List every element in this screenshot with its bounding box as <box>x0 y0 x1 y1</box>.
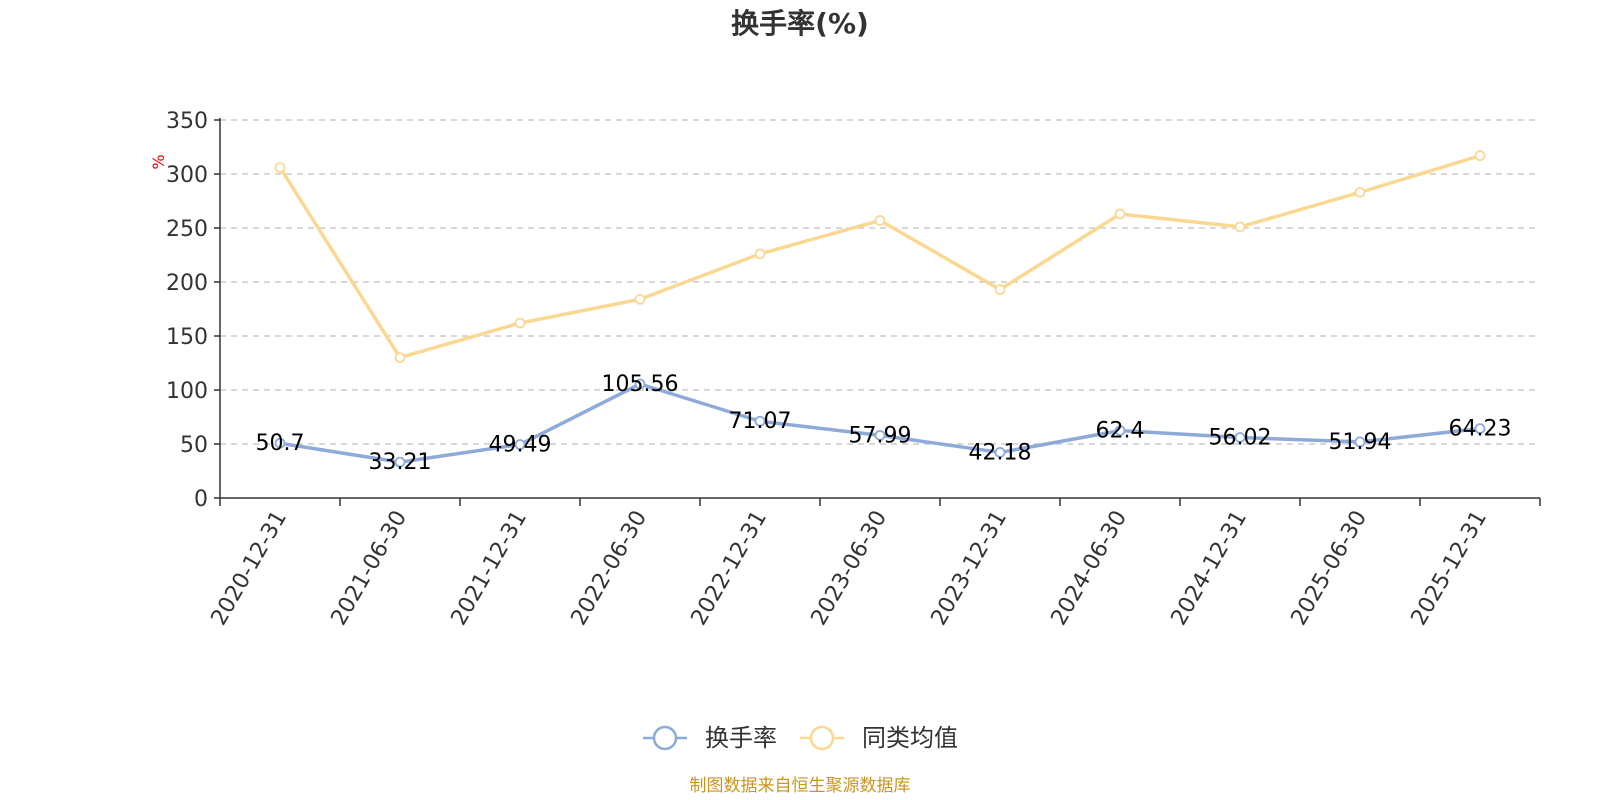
legend-item-1[interactable]: 同类均值 <box>800 724 958 752</box>
data-label: 50.7 <box>256 431 305 456</box>
x-tick-label: 2025-06-30 <box>1287 507 1373 630</box>
legend-circle-icon <box>809 725 835 751</box>
legend[interactable]: 换手率 同类均值 <box>643 724 958 752</box>
series-0-point[interactable] <box>1474 423 1486 435</box>
y-tick-label: 200 <box>166 271 208 296</box>
x-tick-label: 2022-12-31 <box>687 507 773 630</box>
legend-label: 同类均值 <box>862 724 958 752</box>
x-tick-label: 2020-12-31 <box>207 507 293 630</box>
data-label: 51.94 <box>1329 430 1392 455</box>
series-0-point[interactable] <box>394 456 406 468</box>
series-1-point[interactable] <box>274 162 286 173</box>
series-1-point[interactable] <box>1234 221 1246 233</box>
data-label: 56.02 <box>1209 425 1272 450</box>
series-1-point[interactable] <box>514 317 526 329</box>
data-label: 62.4 <box>1096 419 1145 444</box>
legend-item-0[interactable]: 换手率 <box>643 724 777 752</box>
series-line-1 <box>278 153 1481 360</box>
series-0-point[interactable] <box>754 415 766 427</box>
data-label: 42.18 <box>969 440 1032 465</box>
legend-circle-icon <box>652 725 678 751</box>
y-tick-label: 150 <box>166 325 208 350</box>
chart-title: 换手率(%) <box>731 7 869 40</box>
series-0-point[interactable] <box>994 447 1006 458</box>
x-tick-label: 2022-06-30 <box>567 507 653 630</box>
x-tick-label: 2025-12-31 <box>1407 507 1493 630</box>
y-tick-label: 300 <box>166 163 208 188</box>
y-tick-label: 0 <box>194 487 208 512</box>
x-tick-label: 2024-06-30 <box>1047 507 1133 630</box>
data-source-note: 制图数据来自恒生聚源数据库 <box>690 776 911 796</box>
series-1-point[interactable] <box>1474 150 1486 162</box>
series-0-point[interactable] <box>1354 436 1366 448</box>
series-0-point[interactable] <box>1114 425 1126 437</box>
series-1-point[interactable] <box>874 215 886 226</box>
x-tick-label: 2023-06-30 <box>807 507 893 630</box>
series-1-point[interactable] <box>394 352 406 364</box>
y-tick-label: 50 <box>180 433 208 458</box>
data-labels: 50.7 33.21 49.49 105.56 71.07 57.99 42.18 62.4 5… <box>256 372 1512 475</box>
series-1-point[interactable] <box>754 248 766 260</box>
series-0-point[interactable] <box>274 437 286 449</box>
data-label: 33.21 <box>369 450 432 475</box>
y-tick-label: 250 <box>166 217 208 242</box>
series-1-point[interactable] <box>1354 186 1366 198</box>
legend-label: 换手率 <box>705 724 777 752</box>
series-1-point[interactable] <box>1114 208 1126 220</box>
series-1-point[interactable] <box>634 293 646 305</box>
data-label: 49.49 <box>489 433 552 458</box>
grid-lines <box>220 119 1540 445</box>
x-tick-label: 2023-12-31 <box>927 507 1013 630</box>
series-layer <box>274 150 1486 468</box>
series-0-point[interactable] <box>634 378 646 390</box>
axes: 0 50 100 150 200 250 300 350 2020-12-31 2021-06-3… <box>166 109 1541 630</box>
series-0-point[interactable] <box>874 429 886 441</box>
x-tick-label: 2021-06-30 <box>327 507 413 630</box>
y-axis-unit-label: % <box>149 154 168 169</box>
y-tick-label: 100 <box>166 379 208 404</box>
data-label: 71.07 <box>729 409 792 434</box>
data-label: 105.56 <box>602 372 679 397</box>
x-tick-label: 2024-12-31 <box>1167 507 1253 630</box>
x-tick-label: 2021-12-31 <box>447 507 533 630</box>
data-label: 57.99 <box>849 423 912 448</box>
series-0-point[interactable] <box>1234 432 1246 443</box>
series-1-point[interactable] <box>994 284 1006 295</box>
series-0-point[interactable] <box>514 439 526 450</box>
y-tick-label: 350 <box>166 109 208 134</box>
data-label: 64.23 <box>1449 417 1512 442</box>
